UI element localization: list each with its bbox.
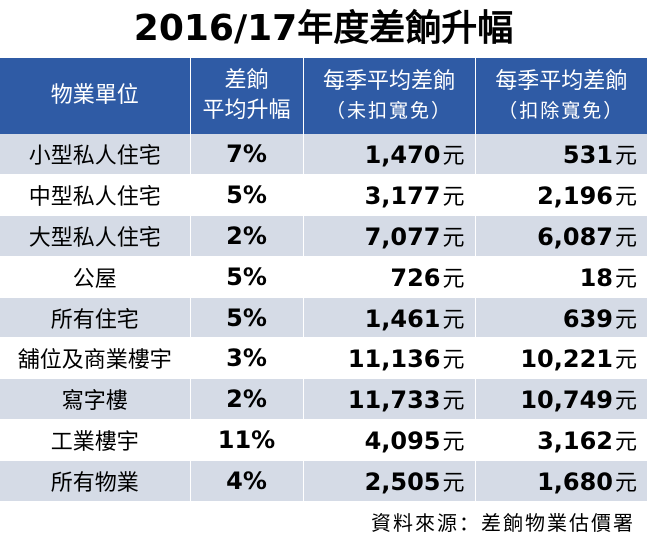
amount-unit: 元 [442, 348, 465, 374]
cell-before-waiver: 1,461元 [302, 297, 476, 339]
table-row: 所有住宅 5% 1,461元 639元 [0, 297, 647, 339]
table-row: 大型私人住宅 2% 7,077元 6,087元 [0, 215, 647, 257]
header-increase-line2: 平均升幅 [202, 98, 291, 123]
amount-value: 11,733 [347, 386, 441, 415]
cell-before-waiver: 11,733元 [302, 378, 476, 421]
cell-category: 所有住宅 [0, 297, 191, 339]
cell-after-waiver: 3,162元 [474, 419, 647, 462]
amount-value: 18 [579, 263, 613, 292]
amount-value: 10,221 [520, 345, 613, 374]
rates-table: 物業單位 差餉 平均升幅 每季平均差餉 （未扣寬免） 每季平均差餉 （扣除寬免）… [0, 58, 647, 503]
amount-unit: 元 [614, 348, 637, 374]
cell-category: 寫字樓 [0, 378, 191, 421]
amount-unit: 元 [614, 389, 637, 415]
header-increase: 差餉 平均升幅 [189, 58, 304, 134]
cell-category: 公屋 [0, 256, 191, 298]
cell-increase: 5% [189, 256, 304, 298]
amount-unit: 元 [442, 184, 465, 210]
cell-increase: 2% [189, 215, 304, 257]
amount-value: 6,087 [537, 222, 613, 251]
amount-unit: 元 [614, 471, 637, 497]
amount-unit: 元 [614, 307, 637, 333]
amount-value: 531 [562, 140, 613, 169]
amount-unit: 元 [442, 143, 465, 169]
amount-unit: 元 [442, 225, 465, 251]
amount-value: 3,177 [364, 181, 441, 210]
cell-category: 中型私人住宅 [0, 174, 191, 216]
cell-category: 小型私人住宅 [0, 134, 191, 175]
cell-category: 舖位及商業樓宇 [0, 337, 191, 380]
cell-before-waiver: 11,136元 [302, 337, 476, 380]
cell-increase: 3% [189, 337, 304, 380]
amount-value: 2,505 [364, 468, 441, 497]
cell-increase: 4% [189, 460, 304, 503]
amount-unit: 元 [442, 389, 465, 415]
amount-value: 1,470 [364, 140, 441, 169]
table-row: 小型私人住宅 7% 1,470元 531元 [0, 134, 647, 175]
amount-value: 11,136 [347, 345, 441, 374]
header-after-line2: （扣除寬免） [498, 100, 625, 122]
table-row: 中型私人住宅 5% 3,177元 2,196元 [0, 174, 647, 216]
amount-unit: 元 [614, 184, 637, 210]
cell-increase: 7% [189, 134, 304, 175]
header-before-waiver: 每季平均差餉 （未扣寬免） [302, 58, 476, 134]
table-row: 工業樓宇 11% 4,095元 3,162元 [0, 419, 647, 462]
cell-category: 工業樓宇 [0, 419, 191, 462]
header-before-line1: 每季平均差餉 [322, 69, 455, 94]
table-row: 所有物業 4% 2,505元 1,680元 [0, 460, 647, 503]
amount-value: 1,680 [537, 468, 613, 497]
amount-unit: 元 [614, 143, 637, 169]
cell-before-waiver: 7,077元 [302, 215, 476, 257]
cell-before-waiver: 726元 [302, 256, 476, 298]
header-category-label: 物業單位 [50, 83, 139, 108]
amount-unit: 元 [614, 225, 637, 251]
amount-value: 2,196 [537, 181, 613, 210]
table-row: 寫字樓 2% 11,733元 10,749元 [0, 378, 647, 421]
amount-value: 1,461 [364, 304, 441, 333]
cell-increase: 11% [189, 419, 304, 462]
amount-value: 10,749 [520, 386, 613, 415]
header-before-line2: （未扣寬免） [325, 100, 452, 122]
cell-increase: 5% [189, 297, 304, 339]
source-note: 資料來源：差餉物業估價署 [371, 511, 635, 535]
table-row: 公屋 5% 726元 18元 [0, 256, 647, 298]
amount-value: 639 [562, 304, 613, 333]
table-row: 舖位及商業樓宇 3% 11,136元 10,221元 [0, 337, 647, 380]
cell-after-waiver: 2,196元 [474, 174, 647, 216]
cell-after-waiver: 531元 [474, 134, 647, 175]
amount-unit: 元 [442, 307, 465, 333]
amount-unit: 元 [442, 430, 465, 456]
cell-before-waiver: 2,505元 [302, 460, 476, 503]
cell-before-waiver: 1,470元 [302, 134, 476, 175]
cell-after-waiver: 6,087元 [474, 215, 647, 257]
amount-unit: 元 [614, 266, 637, 292]
cell-after-waiver: 10,221元 [474, 337, 647, 380]
header-after-waiver: 每季平均差餉 （扣除寬免） [474, 58, 647, 134]
cell-category: 大型私人住宅 [0, 215, 191, 257]
cell-after-waiver: 10,749元 [474, 378, 647, 421]
cell-category: 所有物業 [0, 460, 191, 503]
cell-before-waiver: 4,095元 [302, 419, 476, 462]
amount-value: 7,077 [364, 222, 441, 251]
amount-unit: 元 [442, 471, 465, 497]
amount-unit: 元 [442, 266, 465, 292]
cell-after-waiver: 18元 [474, 256, 647, 298]
cell-increase: 2% [189, 378, 304, 421]
table-header: 物業單位 差餉 平均升幅 每季平均差餉 （未扣寬免） 每季平均差餉 （扣除寬免） [0, 58, 647, 134]
amount-value: 726 [390, 263, 441, 292]
cell-after-waiver: 639元 [474, 297, 647, 339]
amount-value: 3,162 [537, 427, 613, 456]
header-category: 物業單位 [0, 58, 191, 134]
cell-increase: 5% [189, 174, 304, 216]
cell-before-waiver: 3,177元 [302, 174, 476, 216]
header-increase-line1: 差餉 [224, 68, 269, 93]
cell-after-waiver: 1,680元 [474, 460, 647, 503]
amount-unit: 元 [614, 430, 637, 456]
table-title: 2016/17年度差餉升幅 [133, 8, 514, 49]
header-row: 物業單位 差餉 平均升幅 每季平均差餉 （未扣寬免） 每季平均差餉 （扣除寬免） [0, 58, 647, 134]
table-body: 小型私人住宅 7% 1,470元 531元 中型私人住宅 5% 3,177元 2,196元 大型… [0, 134, 647, 503]
amount-value: 4,095 [364, 427, 441, 456]
header-after-line1: 每季平均差餉 [495, 69, 628, 94]
